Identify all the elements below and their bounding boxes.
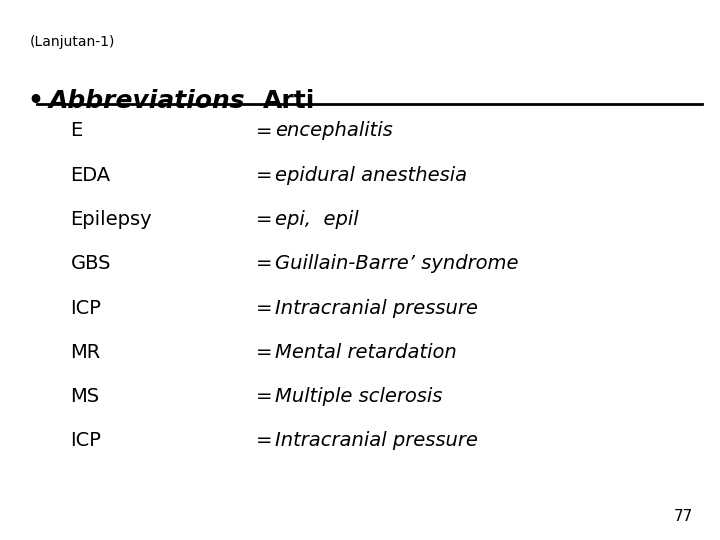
- Text: MR: MR: [71, 343, 101, 362]
- Text: Epilepsy: Epilepsy: [71, 210, 152, 229]
- Text: Arti: Arti: [263, 89, 315, 113]
- Text: Mental retardation: Mental retardation: [275, 343, 456, 362]
- Text: •: •: [27, 89, 43, 113]
- Text: ICP: ICP: [71, 299, 102, 318]
- Text: GBS: GBS: [71, 254, 111, 273]
- Text: Intracranial pressure: Intracranial pressure: [275, 299, 478, 318]
- Text: =: =: [256, 343, 272, 362]
- Text: epidural anesthesia: epidural anesthesia: [275, 166, 467, 185]
- Text: Guillain-Barre’ syndrome: Guillain-Barre’ syndrome: [275, 254, 518, 273]
- Text: 77: 77: [673, 509, 693, 524]
- Text: =: =: [256, 431, 272, 450]
- Text: (Lanjutan-1): (Lanjutan-1): [30, 35, 116, 49]
- Text: Intracranial pressure: Intracranial pressure: [275, 431, 478, 450]
- Text: Abbreviations: Abbreviations: [49, 89, 246, 113]
- Text: ICP: ICP: [71, 431, 102, 450]
- Text: Multiple sclerosis: Multiple sclerosis: [275, 387, 442, 406]
- Text: =: =: [256, 166, 272, 185]
- Text: =: =: [256, 299, 272, 318]
- Text: encephalitis: encephalitis: [275, 122, 393, 140]
- Text: E: E: [71, 122, 83, 140]
- Text: MS: MS: [71, 387, 99, 406]
- Text: =: =: [256, 122, 272, 140]
- Text: =: =: [256, 210, 272, 229]
- Text: =: =: [256, 387, 272, 406]
- Text: epi,  epil: epi, epil: [275, 210, 359, 229]
- Text: =: =: [256, 254, 272, 273]
- Text: EDA: EDA: [71, 166, 111, 185]
